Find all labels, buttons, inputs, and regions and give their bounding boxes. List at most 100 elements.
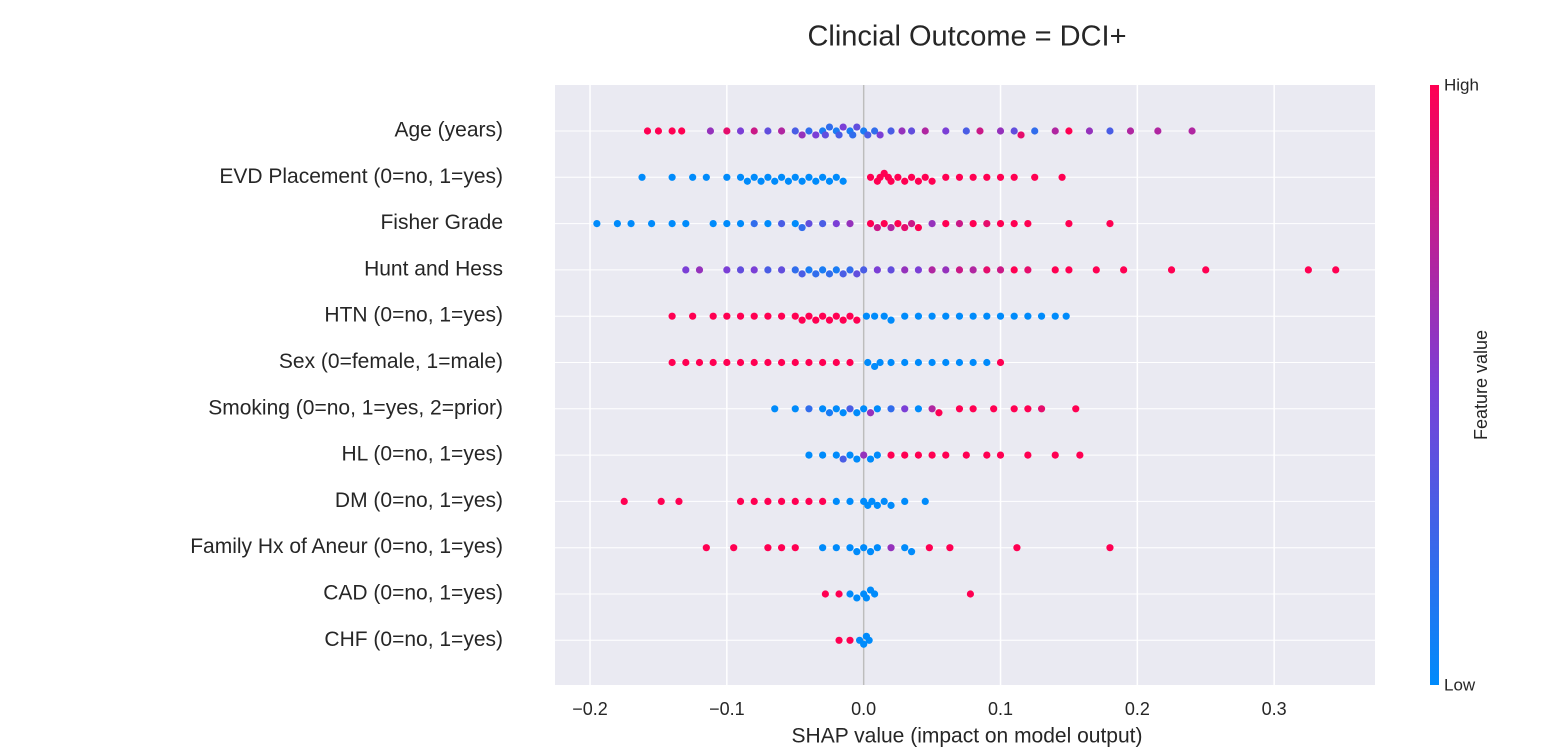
shap-dot (832, 497, 840, 505)
shap-dot (873, 223, 881, 232)
shap-dot (880, 220, 888, 228)
shap-dot (791, 173, 799, 181)
shap-dot (901, 177, 909, 185)
shap-dot (969, 405, 977, 413)
shap-dot (928, 451, 936, 459)
shap-dot (873, 405, 881, 413)
shap-dot (736, 358, 745, 367)
shap-dot (825, 270, 834, 278)
shap-dot (764, 266, 772, 274)
shap-dot (689, 312, 697, 320)
shap-dot (1076, 451, 1084, 459)
shap-dot (736, 497, 745, 505)
shap-dot (825, 177, 834, 185)
shap-dot (898, 127, 906, 135)
shap-dot (1167, 266, 1176, 274)
colorbar-high: High (1444, 75, 1479, 94)
shap-dot (1062, 312, 1070, 320)
shap-dot (955, 173, 964, 181)
shap-dot (969, 358, 977, 367)
shap-dot (1010, 312, 1018, 320)
shap-dot (805, 220, 813, 228)
shap-dot (819, 544, 827, 552)
shap-dot (771, 177, 779, 185)
shap-dot (860, 405, 868, 413)
shap-dot (777, 544, 786, 552)
shap-dot (593, 220, 601, 228)
shap-dot (805, 312, 813, 320)
shap-dot (942, 312, 950, 320)
shap-dot (969, 173, 977, 181)
shap-dot (764, 220, 772, 228)
shap-dot (849, 131, 857, 139)
shap-dot (805, 497, 813, 505)
shap-dot (819, 358, 827, 367)
shap-dot (723, 312, 731, 320)
shap-dot (1188, 127, 1196, 135)
shap-dot (1024, 405, 1032, 413)
shap-dot (791, 544, 799, 552)
shap-dot (996, 312, 1005, 320)
shap-dot (825, 316, 834, 324)
shap-dot (1065, 266, 1073, 274)
shap-dot (812, 131, 820, 139)
shap-dot (853, 316, 861, 324)
shap-dot (839, 409, 847, 417)
shap-dot (876, 131, 884, 139)
shap-dot (868, 497, 876, 505)
shap-dot (1106, 220, 1114, 228)
shap-dot (678, 127, 686, 135)
shap-dot (887, 544, 895, 552)
shap-dot (846, 451, 854, 459)
shap-dot (860, 544, 868, 552)
shap-dot (955, 266, 964, 274)
shap-dot (1154, 127, 1162, 135)
shap-dot (983, 312, 991, 320)
shap-dot (846, 220, 854, 228)
shap-dot (894, 220, 902, 228)
x-tick-label: 0.2 (1125, 699, 1150, 719)
shap-dot (839, 455, 847, 463)
shap-dot (764, 358, 772, 367)
shap-dot (791, 127, 799, 135)
shap-dot (825, 123, 834, 131)
shap-dot (819, 405, 827, 413)
shap-dot (966, 590, 975, 598)
shap-dot (702, 544, 710, 552)
shap-dot (914, 405, 923, 413)
shap-dot (839, 177, 847, 185)
shap-dot (1051, 127, 1059, 135)
shap-dot (1024, 451, 1032, 459)
shap-dot (983, 173, 991, 181)
shap-dot (736, 220, 745, 228)
shap-dot (750, 266, 758, 274)
shap-dot (695, 358, 704, 367)
shap-dot (1010, 127, 1018, 135)
shap-dot (832, 173, 840, 181)
shap-dot (1037, 405, 1046, 413)
shap-dot (743, 177, 751, 185)
shap-dot (832, 312, 840, 320)
y-tick-label: Smoking (0=no, 1=yes, 2=prior) (208, 396, 503, 419)
shap-dot (996, 173, 1005, 181)
shap-dot (921, 497, 929, 505)
shap-dot (907, 548, 916, 556)
shap-dot (702, 173, 710, 181)
shap-dot (928, 312, 936, 320)
shap-dot (777, 312, 786, 320)
y-tick-label: Sex (0=female, 1=male) (279, 350, 503, 373)
shap-dot (819, 497, 827, 505)
shap-dot (962, 451, 970, 459)
shap-dot (764, 497, 772, 505)
shap-dot (914, 223, 923, 232)
shap-dot (1051, 451, 1059, 459)
shap-dot (846, 312, 854, 320)
shap-dot (812, 177, 820, 185)
shap-dot (791, 266, 799, 274)
shap-dot (805, 266, 813, 274)
shap-dot (791, 405, 799, 413)
shap-dot (996, 266, 1005, 274)
shap-dot (777, 358, 786, 367)
shap-dot (928, 358, 936, 367)
shap-dot (1065, 127, 1073, 135)
